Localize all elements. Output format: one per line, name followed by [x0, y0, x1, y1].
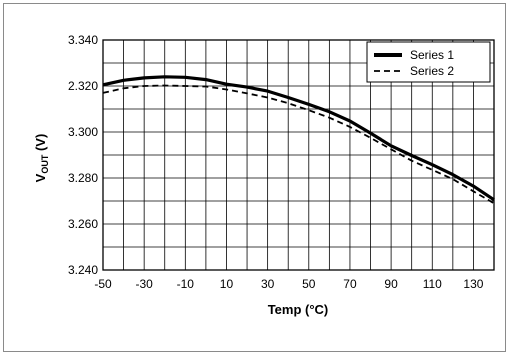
y-tick-label: 3.260: [68, 217, 98, 231]
x-tick-label: 30: [261, 277, 275, 291]
legend-label-series-1: Series 1: [410, 48, 454, 62]
x-tick-label: 70: [343, 277, 357, 291]
legend-label-series-2: Series 2: [410, 64, 454, 78]
y-tick-label: 3.300: [68, 125, 98, 139]
x-tick-label: 90: [384, 277, 398, 291]
x-tick-label: 110: [423, 277, 442, 291]
x-tick-label: -10: [177, 277, 195, 291]
series-2-line: [102, 84, 495, 205]
x-tick-label: -30: [135, 277, 153, 291]
series-1-line: [102, 75, 495, 202]
y-tick-labels: 3.340 2.320 3.300 3.280 3.260 3.240: [68, 33, 98, 277]
plot-border: [102, 39, 495, 271]
y-axis-title: VOUT (V): [33, 134, 50, 183]
legend: Series 1 Series 2: [366, 41, 491, 83]
y-axis-title-main: V: [33, 173, 48, 182]
y-tick-label: 3.280: [68, 171, 98, 185]
series-lines: [102, 75, 495, 205]
y-axis-title-unit: (V): [33, 134, 48, 155]
x-tick-label: 10: [220, 277, 234, 291]
y-tick-label: 3.240: [68, 263, 98, 277]
x-tick-label: 50: [302, 277, 316, 291]
legend-box: [366, 41, 491, 83]
x-tick-labels: -50 -30 -10 10 30 50 70 90 110 130: [94, 277, 483, 291]
svg-text:VOUT (V): VOUT (V): [33, 134, 50, 183]
y-tick-label: 2.320: [68, 79, 98, 93]
y-axis-title-subscript: OUT: [40, 154, 50, 174]
x-axis-title: Temp (°C): [268, 302, 329, 317]
x-tick-label: -50: [94, 277, 112, 291]
y-tick-label: 3.340: [68, 33, 98, 47]
x-tick-label: 130: [463, 277, 483, 291]
